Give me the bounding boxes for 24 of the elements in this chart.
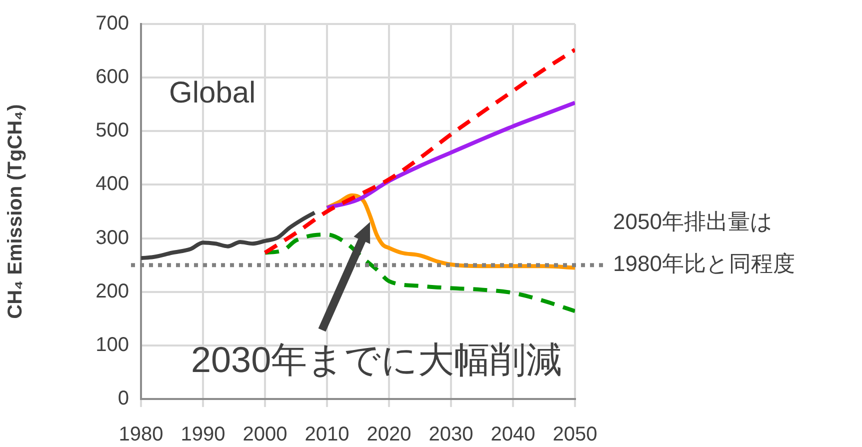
x-tick-label: 2030 bbox=[428, 424, 474, 446]
x-tick-label: 2050 bbox=[552, 424, 598, 446]
y-tick-label: 100 bbox=[96, 334, 129, 356]
y-axis-title: CH₄ Emission (TgCH₄) bbox=[4, 104, 27, 319]
x-tick-label: 1990 bbox=[180, 424, 226, 446]
y-tick-label: 0 bbox=[118, 388, 129, 410]
y-tick-label: 300 bbox=[96, 226, 129, 249]
line-series bbox=[263, 232, 575, 314]
y-tick-label: 400 bbox=[96, 173, 129, 196]
line-series bbox=[263, 48, 575, 255]
x-tick-label: 2010 bbox=[304, 424, 350, 446]
ref-line-label: 2050年排出量は 1980年比と同程度 bbox=[613, 209, 795, 276]
y-tick-label: 500 bbox=[96, 120, 129, 142]
annotation: 2030年までに大幅削減 bbox=[191, 338, 562, 380]
x-tick-label: 2000 bbox=[242, 424, 288, 446]
annotation: Global bbox=[169, 76, 256, 110]
y-tick-label: 700 bbox=[96, 12, 129, 35]
x-tick-label: 1980 bbox=[118, 424, 164, 446]
line-series bbox=[141, 210, 317, 260]
x-tick-label: 2020 bbox=[366, 424, 412, 446]
x-tick-label: 2040 bbox=[490, 424, 536, 446]
line-series bbox=[325, 100, 575, 210]
y-tick-label: 600 bbox=[96, 66, 129, 88]
y-tick-label: 200 bbox=[96, 280, 129, 302]
